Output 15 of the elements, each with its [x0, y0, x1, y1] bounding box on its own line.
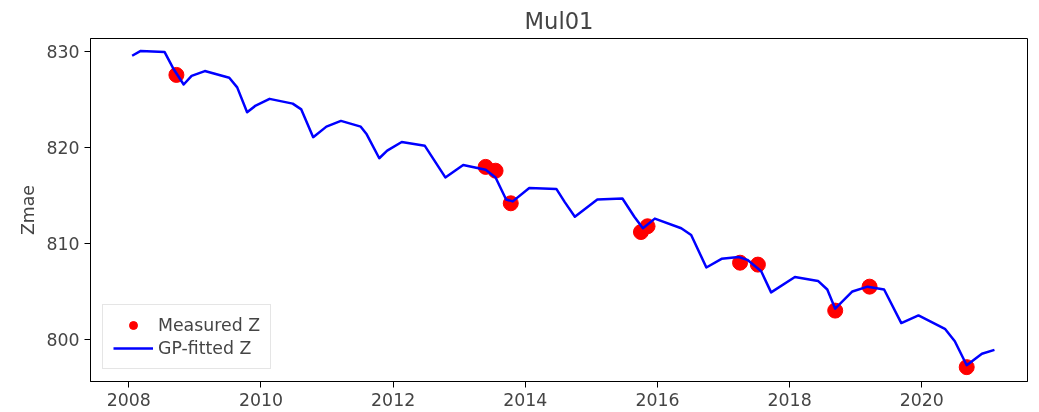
legend-label: GP-fitted Z: [158, 338, 252, 358]
x-tick-label: 2018: [767, 389, 812, 410]
x-tick-label: 2016: [635, 389, 680, 410]
y-tick-label: 830: [46, 42, 80, 63]
x-tick-label: 2008: [106, 389, 151, 410]
y-tick-label: 800: [46, 329, 80, 350]
chart-title: Mul01: [524, 7, 594, 34]
legend-label: Measured Z: [158, 315, 261, 335]
y-tick-label: 820: [46, 138, 80, 159]
x-tick-label: 2010: [238, 389, 284, 410]
x-tick-label: 2020: [899, 389, 944, 410]
y-axis-title: Zmae: [18, 184, 39, 236]
x-tick-label: 2014: [503, 389, 548, 410]
x-tick-label: 2012: [371, 389, 416, 410]
y-tick-label: 810: [46, 234, 80, 255]
